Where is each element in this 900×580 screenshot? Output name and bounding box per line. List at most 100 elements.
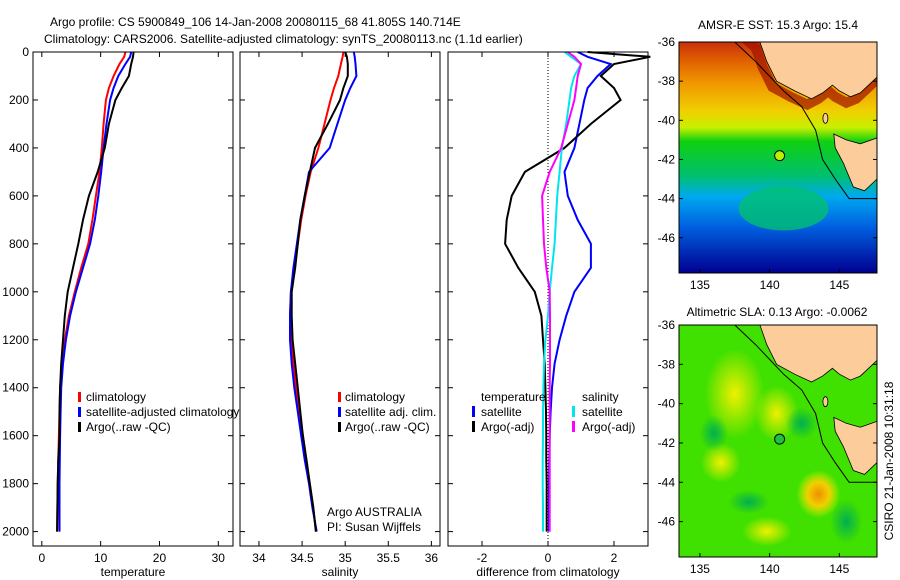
salinity-xlabel: salinity <box>322 565 359 579</box>
legend-label: Argo(..raw -QC) <box>345 420 430 434</box>
land-tasmania <box>833 133 877 192</box>
map-frame <box>678 324 878 558</box>
legend-swatch-temp-satellite <box>472 406 475 417</box>
legend-swatch-climatology <box>338 392 341 402</box>
shelf-contour <box>734 42 877 200</box>
y-tick-label: 600 <box>9 189 29 203</box>
x-tick-label: 2 <box>611 551 618 565</box>
y-tick-label: 1600 <box>2 429 29 443</box>
salinity-panel: 34 34.5 35 35.5 36 <box>239 51 441 565</box>
legend-swatch-temp-argo <box>472 421 475 432</box>
x-tick-label: 34 <box>252 551 266 565</box>
sst-map-title: AMSR-E SST: 15.3 Argo: 15.4 <box>698 18 858 32</box>
series-line-salinity-satellite <box>541 51 583 532</box>
csiro-stamp: CSIRO 21-Jan-2008 10:31:18 <box>882 381 896 540</box>
y-tick-label: -36 <box>658 318 676 332</box>
sla-map: -36 -38 -40 -42 -44 -46 135 140 145 <box>658 318 878 576</box>
difference-panel: -2 0 2 <box>447 51 651 565</box>
series-line-satellite-adj-clim- <box>289 51 358 532</box>
land-victoria <box>759 325 877 383</box>
y-tick-label: -36 <box>658 35 676 49</box>
series-line-argo-raw-qc- <box>290 51 349 532</box>
sla-anomaly-patch <box>796 470 841 519</box>
legend-swatch-argo <box>338 422 341 432</box>
map-field <box>679 42 877 273</box>
series-line-salinity-argo-adj- <box>541 51 583 532</box>
figure-title-line2: Climatology: CARS2006. Satellite-adjuste… <box>44 32 523 46</box>
x-tick-label: 140 <box>760 278 780 292</box>
x-tick-label: 135 <box>690 278 710 292</box>
temperature-xlabel: temperature <box>101 565 166 579</box>
legend-label: satellite <box>582 405 623 419</box>
y-tick-label: -38 <box>658 357 676 371</box>
shelf-contour <box>734 325 877 483</box>
sla-anomaly-patch <box>728 489 769 514</box>
y-tick-label: -46 <box>658 515 676 529</box>
annotation-argo-australia: Argo AUSTRALIA <box>327 505 422 519</box>
sla-anomaly-patch <box>700 442 741 483</box>
plot-frame <box>32 51 234 547</box>
king-island <box>822 396 829 408</box>
legend-label: Argo(-adj) <box>481 420 534 434</box>
y-tick-label: -46 <box>658 231 676 245</box>
sst-patch <box>738 186 829 231</box>
x-tick-label: -2 <box>477 551 488 565</box>
x-tick-label: 0 <box>38 551 45 565</box>
y-tick-label: -42 <box>658 152 676 166</box>
difference-xlabel: difference from climatology <box>476 565 619 579</box>
salinity-legend: climatology satellite adj. clim. Argo(..… <box>327 390 436 534</box>
legend-swatch-climatology <box>78 392 81 402</box>
legend-swatch-sal-satellite <box>572 406 575 417</box>
figure-title-line1: Argo profile: CS 5900849_106 14-Jan-2008… <box>50 15 461 29</box>
legend-header-temperature: temperature <box>481 390 546 404</box>
x-tick-label: 20 <box>153 551 167 565</box>
y-tick-label: -38 <box>658 74 676 88</box>
legend-label: climatology <box>345 390 405 404</box>
x-tick-label: 140 <box>760 562 780 576</box>
y-tick-label: 1800 <box>2 477 29 491</box>
y-tick-label: -44 <box>658 475 676 489</box>
plot-background <box>33 52 233 546</box>
y-tick-label: 1400 <box>2 381 29 395</box>
legend-label: climatology <box>86 390 146 404</box>
series-line-argo-raw-qc- <box>56 51 135 532</box>
sst-map: -36 -38 -40 -42 -44 -46 135 140 145 <box>658 35 878 292</box>
argo-location-marker <box>774 433 786 445</box>
y-tick-label: -42 <box>658 436 676 450</box>
plot-frame <box>239 51 441 547</box>
plot-background <box>240 52 440 546</box>
temperature-legend: climatology satellite-adjusted climatolo… <box>78 390 239 434</box>
map-field <box>679 325 877 557</box>
y-tick-label: 200 <box>9 93 29 107</box>
legend-swatch-satellite <box>338 407 341 417</box>
y-tick-label: -40 <box>658 397 676 411</box>
legend-swatch-satellite <box>78 407 81 417</box>
y-tick-label: 800 <box>9 237 29 251</box>
legend-label: satellite <box>481 405 522 419</box>
x-tick-label: 30 <box>212 551 226 565</box>
x-tick-label: 145 <box>829 278 849 292</box>
x-tick-label: 34.5 <box>290 551 314 565</box>
difference-legend: temperature salinity satellite Argo(-adj… <box>472 390 635 434</box>
y-tick-label: -44 <box>658 192 676 206</box>
y-tick-label: 1000 <box>2 285 29 299</box>
argo-location-marker <box>774 150 786 162</box>
y-tick-label: -40 <box>658 113 676 127</box>
x-tick-label: 135 <box>690 562 710 576</box>
y-tick-label: 400 <box>9 141 29 155</box>
series-line-temperature-argo-adj- <box>504 51 651 532</box>
sla-anomaly-patch <box>704 348 765 439</box>
legend-swatch-argo <box>78 422 81 432</box>
temperature-panel: 0 200 400 600 800 1000 1200 1400 1600 1800 2000 0 10… <box>2 45 234 565</box>
y-tick-label: 2000 <box>2 525 29 539</box>
legend-label: satellite-adjusted climatology <box>86 405 239 419</box>
land-victoria <box>759 42 877 100</box>
x-tick-label: 35 <box>338 551 352 565</box>
x-tick-label: 36 <box>425 551 439 565</box>
x-tick-label: 0 <box>545 551 552 565</box>
y-tick-label: 0 <box>22 45 29 59</box>
sla-anomaly-patch <box>830 499 863 544</box>
legend-header-salinity: salinity <box>582 390 619 404</box>
legend-label: Argo(-adj) <box>582 420 635 434</box>
